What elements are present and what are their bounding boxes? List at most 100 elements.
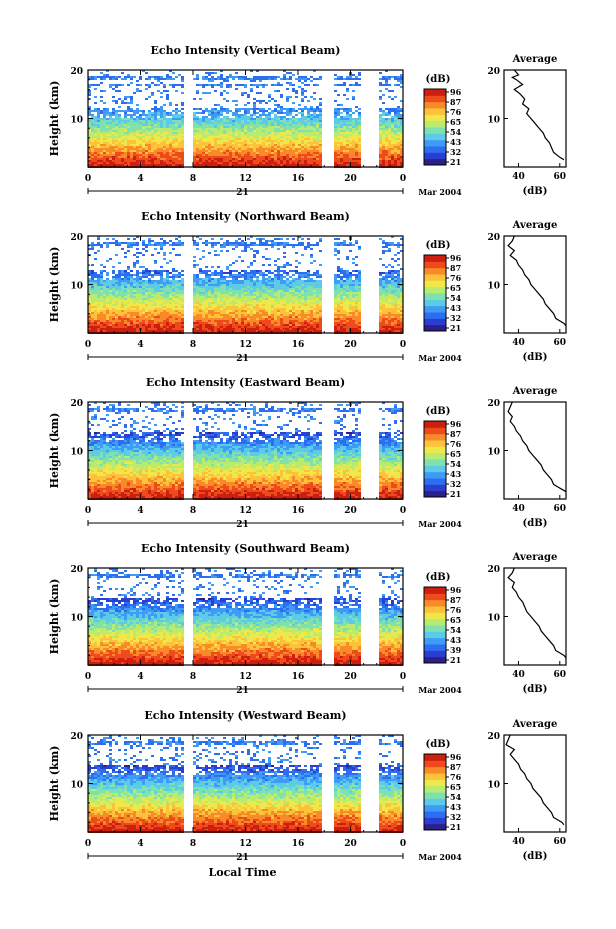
colorbar-swatch — [424, 472, 446, 479]
colorbar-tick-label: 96 — [450, 419, 462, 429]
colorbar-swatch — [424, 478, 446, 485]
heatmap-image — [88, 70, 403, 168]
colorbar-swatch — [424, 255, 446, 262]
panel-2: Echo Intensity (Northward Beam) 0 4 8 12 16 20… — [48, 210, 566, 364]
x-tick-label: 8 — [190, 506, 196, 516]
x-tick-label: 16 — [292, 340, 305, 350]
colorbar-swatch — [424, 287, 446, 294]
colorbar-tick-label: 65 — [450, 782, 461, 792]
colorbar-swatch — [424, 140, 446, 147]
profile-x-label: (dB) — [523, 186, 548, 197]
profile-y-tick-label: 20 — [487, 565, 500, 575]
colorbar-swatch — [424, 491, 446, 498]
panel-title: Echo Intensity (Southward Beam) — [141, 542, 350, 555]
colorbar-tick-label: 39 — [450, 645, 462, 655]
colorbar-unit: (dB) — [426, 240, 451, 251]
colorbar-swatch — [424, 619, 446, 626]
day-label: 21 — [236, 188, 249, 198]
colorbar-unit: (dB) — [426, 74, 451, 85]
colorbar-tick-label: 54 — [450, 459, 462, 469]
x-tick-label: 4 — [137, 506, 143, 516]
colorbar-swatch — [424, 102, 446, 109]
colorbar-swatch — [424, 133, 446, 140]
x-tick-label: 12 — [239, 174, 252, 184]
colorbar-swatch — [424, 440, 446, 447]
x-tick-label: 4 — [137, 839, 143, 849]
colorbar-swatch — [424, 114, 446, 121]
colorbar-swatch — [424, 159, 446, 166]
y-axis-label: Height (km) — [48, 247, 61, 323]
x-tick-label: 20 — [344, 506, 357, 516]
y-tick-label: 20 — [70, 399, 83, 409]
colorbar-swatch — [424, 421, 446, 428]
profile-x-tick-label: 40 — [512, 504, 525, 514]
x-axis-label: Local Time — [209, 866, 277, 879]
colorbar-swatch — [424, 280, 446, 287]
colorbar-swatch — [424, 434, 446, 441]
x-tick-label: 12 — [239, 672, 252, 682]
colorbar-swatch — [424, 95, 446, 102]
y-tick-label: 10 — [70, 614, 83, 624]
profile-x-tick-label: 40 — [512, 172, 525, 182]
colorbar-tick-label: 76 — [450, 772, 462, 782]
heatmap-image — [88, 236, 403, 334]
colorbar-swatch — [424, 593, 446, 600]
y-axis-label: Height (km) — [48, 579, 61, 655]
x-tick-label: 8 — [190, 839, 196, 849]
y-tick-label: 10 — [70, 448, 83, 458]
colorbar-tick-label: 43 — [450, 635, 462, 645]
x-tick-label: 16 — [292, 174, 305, 184]
profile-y-tick-label: 10 — [487, 282, 500, 292]
colorbar-tick-label: 65 — [450, 449, 461, 459]
colorbar-tick-label: 43 — [450, 137, 462, 147]
colorbar-swatch — [424, 767, 446, 774]
x-tick-label: 20 — [344, 340, 357, 350]
day-label: 21 — [236, 520, 249, 530]
x-tick-label: 8 — [190, 174, 196, 184]
y-axis-label: Height (km) — [48, 81, 61, 157]
day-label: 21 — [236, 686, 249, 696]
x-tick-label: 8 — [190, 672, 196, 682]
x-tick-label: 8 — [190, 340, 196, 350]
colorbar-tick-label: 21 — [450, 157, 461, 167]
colorbar-swatch — [424, 89, 446, 96]
colorbar-tick-label: 87 — [450, 762, 461, 772]
colorbar-tick-label: 96 — [450, 253, 462, 263]
colorbar-tick-label: 76 — [450, 605, 462, 615]
colorbar-swatch — [424, 306, 446, 313]
colorbar-swatch — [424, 657, 446, 664]
x-tick-label: 0 — [85, 672, 91, 682]
colorbar-tick-label: 65 — [450, 117, 461, 127]
x-tick-label: 20 — [344, 839, 357, 849]
profile-x-tick-label: 60 — [554, 837, 567, 847]
profile-y-tick-label: 20 — [487, 399, 500, 409]
x-tick-label: 16 — [292, 839, 305, 849]
profile-x-tick-label: 40 — [512, 338, 525, 348]
colorbar-swatch — [424, 606, 446, 613]
colorbar-tick-label: 54 — [450, 792, 462, 802]
colorbar-swatch — [424, 625, 446, 632]
profile-frame — [504, 70, 566, 167]
colorbar-swatch — [424, 152, 446, 159]
panel-1: Echo Intensity (Vertical Beam)0 4 8 12 16 20 0… — [48, 44, 566, 198]
profile-x-label: (dB) — [523, 851, 548, 862]
x-tick-label: 16 — [292, 506, 305, 516]
x-tick-label: 4 — [137, 174, 143, 184]
panel-title: Echo Intensity (Northward Beam) — [141, 210, 350, 223]
x-tick-label: 12 — [239, 340, 252, 350]
colorbar-swatch — [424, 484, 446, 491]
y-tick-label: 20 — [70, 67, 83, 77]
colorbar-swatch — [424, 146, 446, 153]
x-tick-label: 4 — [137, 340, 143, 350]
colorbar-swatch — [424, 261, 446, 268]
colorbar-tick-label: 87 — [450, 97, 461, 107]
profile-x-tick-label: 60 — [554, 504, 567, 514]
x-tick-label: 0 — [400, 174, 406, 184]
x-tick-label: 0 — [85, 340, 91, 350]
profile-y-tick-label: 20 — [487, 732, 500, 742]
profile-x-label: (dB) — [523, 518, 548, 529]
